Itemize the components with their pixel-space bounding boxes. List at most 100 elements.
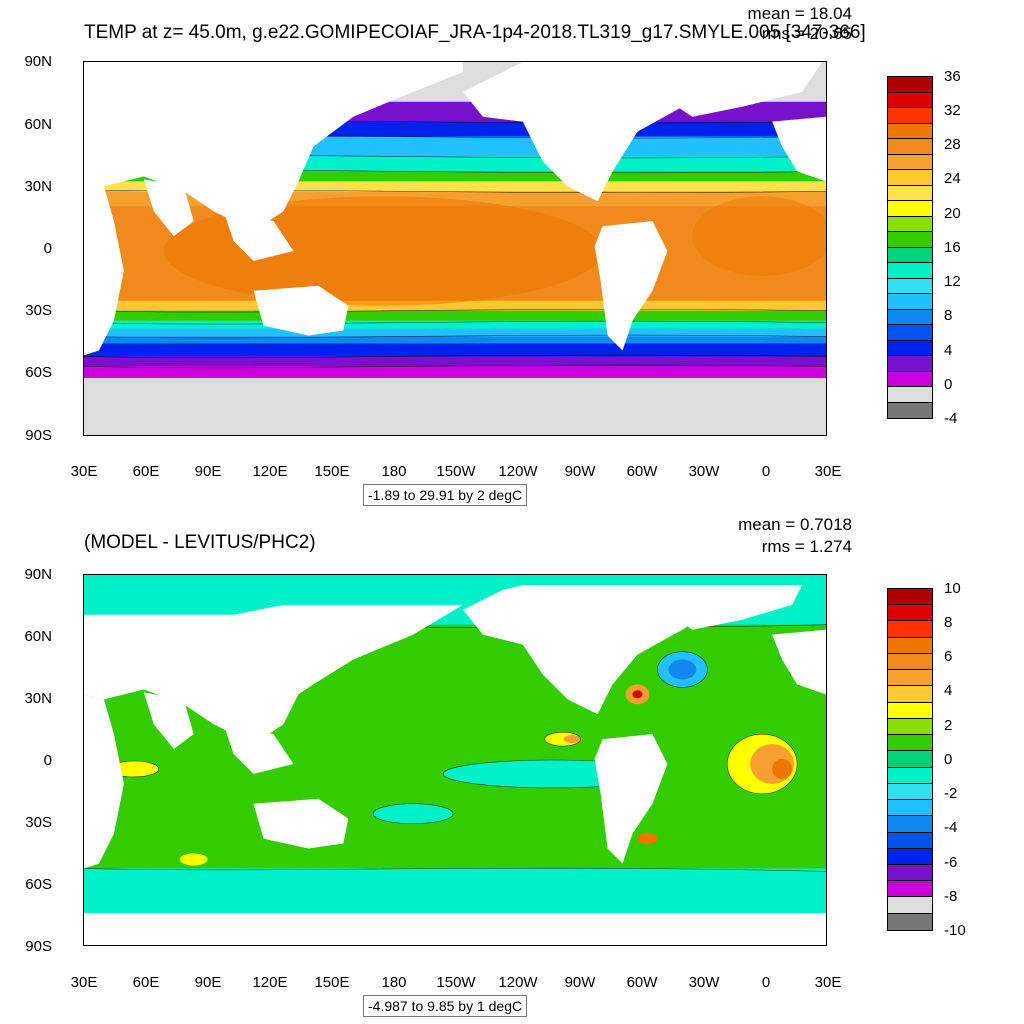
colorbar-swatch: [888, 356, 932, 372]
colorbar-swatch: [888, 123, 932, 139]
colorbar-swatch: [888, 881, 932, 898]
bottom-colorbar-label: 0: [944, 751, 953, 768]
top-lon-label: 90E: [194, 463, 222, 480]
bottom-lon-label: 120W: [498, 974, 538, 991]
bottom-lon-label: 60W: [626, 974, 658, 991]
bottom-lat-label: 90S: [25, 938, 52, 955]
bottom-panel: (MODEL - LEVITUS/PHC2) mean = 0.7018 rms…: [0, 512, 1024, 1024]
top-lon-label: 180: [381, 463, 407, 480]
bottom-colorbar: [887, 588, 933, 931]
bottom-lat-label: 90N: [24, 566, 52, 583]
top-colorbar-label: 32: [944, 102, 961, 119]
colorbar-swatch: [888, 402, 932, 418]
top-map-canvas: [84, 62, 826, 435]
top-range-box: -1.89 to 29.91 by 2 degC: [363, 484, 528, 506]
bottom-land: [84, 584, 826, 945]
colorbar-swatch: [888, 848, 932, 865]
top-lon-label: 0: [761, 463, 771, 480]
bottom-colorbar-label: 2: [944, 717, 953, 734]
colorbar-swatch: [888, 832, 932, 849]
bottom-colorbar-label: 10: [944, 580, 961, 597]
top-colorbar-label: 0: [944, 376, 953, 393]
colorbar-swatch: [888, 201, 932, 217]
bottom-lon-label: 150W: [436, 974, 476, 991]
colorbar-swatch: [888, 294, 932, 310]
top-mean-value: mean = 18.04: [747, 4, 852, 23]
bottom-lat-label: 60N: [24, 628, 52, 645]
bottom-map: [83, 574, 827, 946]
top-lon-label: 60W: [626, 463, 658, 480]
colorbar-swatch: [888, 92, 932, 108]
colorbar-swatch: [888, 735, 932, 752]
bottom-lon-label: 90E: [194, 974, 222, 991]
top-lat-label: 90N: [24, 53, 52, 70]
top-colorbar-label: 20: [944, 205, 961, 222]
colorbar-swatch: [888, 864, 932, 882]
top-panel: TEMP at z= 45.0m, g.e22.GOMIPECOIAF_JRA-…: [24, 4, 961, 506]
colorbar-swatch: [888, 154, 932, 170]
colorbar-swatch: [888, 637, 932, 654]
bottom-lat-label: 30S: [25, 814, 52, 831]
top-colorbar-label: -4: [944, 410, 958, 427]
top-lon-label: 120E: [252, 463, 288, 480]
bottom-lon-label: 0: [761, 974, 771, 991]
top-rms-value: rms = 20.65: [761, 24, 852, 43]
colorbar-swatch: [888, 702, 932, 719]
top-lat-label: 30N: [24, 178, 52, 195]
colorbar-swatch: [888, 263, 932, 279]
colorbar-swatch: [888, 653, 932, 671]
colorbar-swatch: [888, 216, 932, 232]
top-lon-label: 30E: [814, 463, 842, 480]
top-colorbar-label: 12: [944, 273, 961, 290]
colorbar-swatch: [888, 621, 932, 638]
colorbar-swatch: [888, 77, 932, 93]
bottom-lat-label: 30N: [24, 690, 52, 707]
colorbar-swatch: [888, 278, 932, 294]
colorbar-swatch: [888, 185, 932, 201]
colorbar-swatch: [888, 767, 932, 784]
colorbar-swatch: [888, 751, 932, 768]
colorbar-swatch: [888, 371, 932, 387]
colorbar-swatch: [888, 670, 932, 687]
colorbar-swatch: [888, 913, 932, 930]
colorbar-swatch: [888, 232, 932, 248]
top-colorbar-label: 8: [944, 307, 953, 324]
colorbar-swatch: [888, 325, 932, 341]
bottom-lon-label: 30W: [688, 974, 720, 991]
colorbar-swatch: [888, 897, 932, 914]
bottom-mean-value: mean = 0.7018: [738, 515, 852, 534]
top-lon-label: 90W: [564, 463, 596, 480]
colorbar-swatch: [888, 686, 932, 703]
bottom-map-canvas: [84, 575, 826, 945]
top-lat-label: 60S: [25, 364, 52, 381]
colorbar-swatch: [888, 589, 932, 606]
top-lon-label: 150E: [314, 463, 350, 480]
colorbar-swatch: [888, 718, 932, 736]
bottom-lon-label: 180: [381, 974, 407, 991]
top-colorbar: [887, 76, 933, 419]
bottom-lon-label: 60E: [132, 974, 160, 991]
bottom-colorbar-label: 8: [944, 614, 953, 631]
bottom-lon-label: 30E: [814, 974, 842, 991]
bottom-colorbar-label: 4: [944, 682, 953, 699]
bottom-lat-label: 60S: [25, 876, 52, 893]
colorbar-swatch: [888, 170, 932, 186]
top-lon-label: 60E: [132, 463, 160, 480]
top-panel-title: TEMP at z= 45.0m, g.e22.GOMIPECOIAF_JRA-…: [84, 22, 866, 43]
bottom-panel-title: (MODEL - LEVITUS/PHC2): [84, 532, 316, 553]
top-lat-label: 30S: [25, 302, 52, 319]
bottom-lon-label: 120E: [252, 974, 288, 991]
top-colorbar-label: 24: [944, 170, 961, 187]
top-lon-label: 30W: [688, 463, 720, 480]
top-colorbar-label: 28: [944, 136, 961, 153]
top-colorbar-label: 36: [944, 68, 961, 85]
colorbar-swatch: [888, 340, 932, 356]
top-lat-label: 90S: [25, 427, 52, 444]
bottom-colorbar-label: -10: [944, 922, 966, 939]
top-lat-label: 0: [43, 240, 52, 257]
bottom-lon-label: 30E: [70, 974, 98, 991]
top-lat-label: 60N: [24, 116, 52, 133]
colorbar-swatch: [888, 139, 932, 155]
top-lon-label: 150W: [436, 463, 476, 480]
bottom-rms-value: rms = 1.274: [761, 537, 852, 556]
